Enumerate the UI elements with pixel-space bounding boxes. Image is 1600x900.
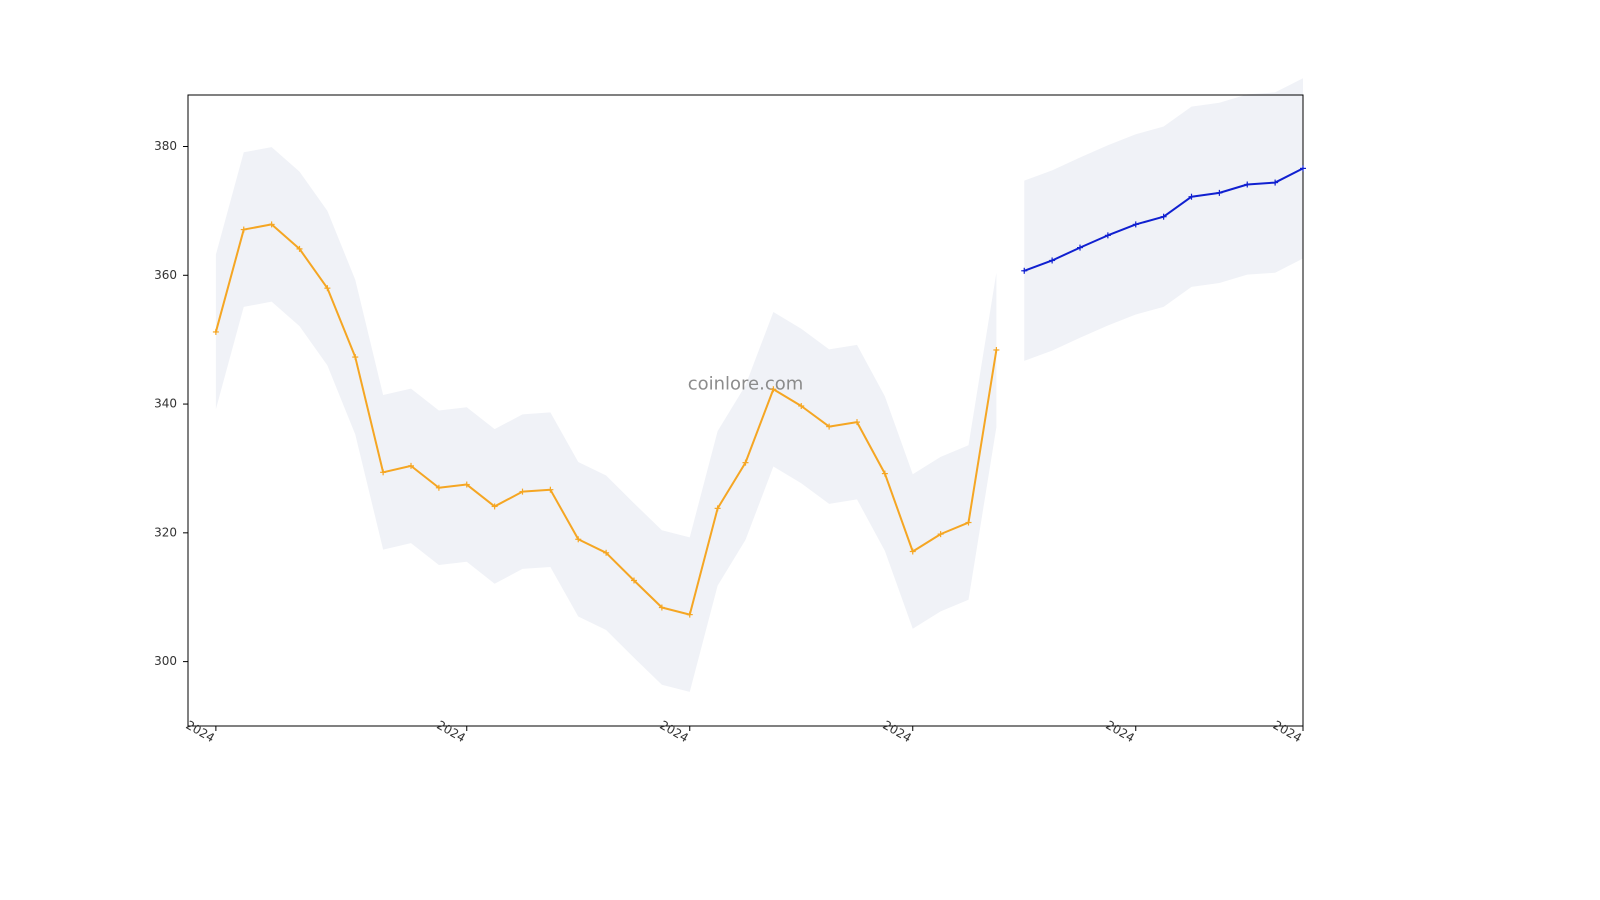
y-tick-label: 320 bbox=[154, 525, 177, 539]
y-tick-label: 380 bbox=[154, 139, 177, 153]
price-forecast-chart: 300320340360380202420242024202420242024c… bbox=[0, 0, 1600, 900]
y-tick-label: 300 bbox=[154, 654, 177, 668]
y-tick-label: 360 bbox=[154, 268, 177, 282]
y-tick-label: 340 bbox=[154, 397, 177, 411]
watermark-text: coinlore.com bbox=[688, 374, 804, 395]
chart-container: 300320340360380202420242024202420242024c… bbox=[0, 0, 1600, 900]
